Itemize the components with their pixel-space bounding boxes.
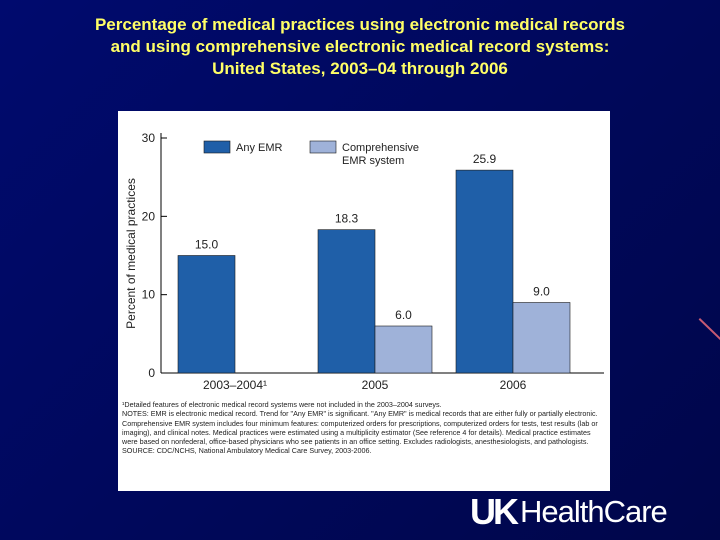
legend-swatch [203, 140, 231, 154]
title-line-1: Percentage of medical practices using el… [94, 15, 626, 34]
bar [512, 302, 571, 374]
bar [177, 255, 236, 374]
y-axis-label: Percent of medical practices [124, 178, 138, 329]
bar [317, 229, 376, 374]
legend-label: EMR system [342, 155, 404, 167]
logo-text: HealthCare [520, 494, 668, 529]
title-line-3: United States, 2003–04 through 2006 [212, 59, 508, 78]
bar-chart: 0 10 20 30 Percent of medical practices 15.0 2… [124, 131, 604, 392]
y-tick-label: 20 [142, 209, 156, 223]
chart-figure: 0 10 20 30 Percent of medical practices 15.0 2… [118, 111, 610, 491]
bar [455, 169, 514, 374]
data-label: 18.3 [335, 212, 359, 226]
legend-swatch [309, 140, 337, 154]
data-label: 9.0 [533, 285, 550, 299]
data-label: 25.9 [473, 152, 497, 166]
x-tick-label: 2005 [362, 378, 389, 392]
chart-notes: ¹Detailed features of electronic medical… [122, 400, 598, 456]
slide-title: Percentage of medical practices using el… [20, 14, 700, 80]
y-tick-label: 10 [142, 288, 156, 302]
bar [374, 325, 433, 374]
title-line-2: and using comprehensive electronic medic… [110, 37, 610, 56]
x-tick-label: 2003–2004¹ [203, 378, 267, 392]
uk-healthcare-logo: UK HealthCare [470, 491, 668, 532]
x-tick-label: 2006 [500, 378, 527, 392]
y-tick-label: 0 [148, 366, 155, 380]
legend-label: Comprehensive [342, 142, 419, 154]
y-tick-label: 30 [142, 131, 156, 145]
decorative-line [698, 318, 720, 344]
legend-label: Any EMR [236, 142, 283, 154]
data-label: 15.0 [195, 238, 219, 252]
logo-mark: UK [470, 491, 519, 532]
data-label: 6.0 [395, 308, 412, 322]
